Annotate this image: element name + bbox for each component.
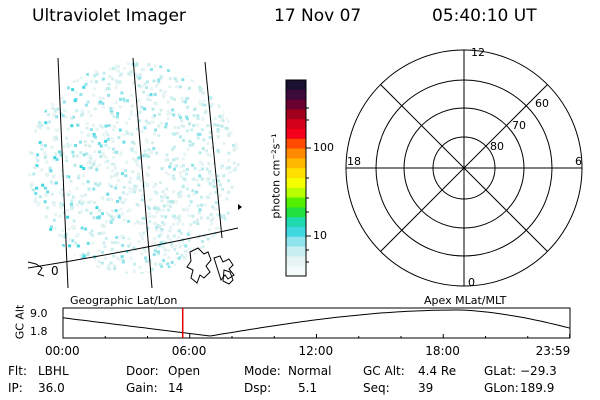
ytick-bottom: 1.8 bbox=[30, 325, 48, 338]
footer-key: Flt: bbox=[8, 364, 27, 378]
colorbar-cell bbox=[286, 168, 306, 179]
footer-value: 189.9 bbox=[520, 381, 555, 395]
mlat-label-70: 70 bbox=[512, 119, 526, 132]
colorbar bbox=[285, 79, 311, 277]
mlt-label-6: 6 bbox=[575, 155, 582, 168]
mlat-label-60: 60 bbox=[535, 97, 549, 110]
ytick-top: 9.0 bbox=[30, 307, 48, 320]
footer-value: 36.0 bbox=[38, 381, 65, 395]
footer-key: Mode: bbox=[244, 364, 281, 378]
footer-key: GLon: bbox=[484, 381, 519, 395]
colorbar-cell bbox=[286, 187, 306, 199]
footer-value: LBHL bbox=[38, 364, 69, 378]
xtick-label: 18:00 bbox=[425, 344, 460, 358]
time-label: 05:40:10 UT bbox=[432, 6, 537, 26]
instrument-title: Ultraviolet Imager bbox=[32, 6, 186, 26]
uv-image-disk bbox=[27, 57, 242, 289]
colorbar-tick-10: 10 bbox=[313, 229, 327, 242]
colorbar-cell bbox=[286, 227, 306, 238]
colorbar-cell bbox=[286, 99, 306, 110]
footer-value: Open bbox=[168, 364, 201, 378]
date-label: 17 Nov 07 bbox=[274, 6, 362, 26]
colorbar-cell bbox=[286, 197, 306, 208]
apex-caption: Apex MLat/MLT bbox=[424, 294, 507, 307]
coastline bbox=[186, 247, 212, 284]
footer-value: 4.4 Re bbox=[418, 364, 457, 378]
colorbar-cell bbox=[286, 129, 306, 140]
altitude-plot bbox=[62, 307, 571, 339]
colorbar-tick-100: 100 bbox=[313, 141, 334, 154]
terminator-marker bbox=[238, 204, 242, 210]
colorbar-cell bbox=[286, 178, 306, 189]
mlt-label-18: 18 bbox=[347, 155, 361, 168]
colorbar-cell bbox=[286, 89, 306, 101]
xtick-label: 00:00 bbox=[45, 344, 80, 358]
gc-alt-axis-label: GC Alt bbox=[13, 304, 27, 340]
mlat-label-80: 80 bbox=[490, 140, 504, 153]
footer-value: 39 bbox=[418, 381, 434, 395]
footer-value: 14 bbox=[168, 381, 184, 395]
footer-key: Gain: bbox=[126, 381, 158, 395]
mlt-label-0: 0 bbox=[468, 276, 475, 289]
colorbar-cell bbox=[286, 236, 306, 248]
colorbar-cell bbox=[286, 109, 306, 120]
footer-key: GC Alt: bbox=[363, 364, 405, 378]
footer-key: IP: bbox=[8, 381, 23, 395]
colorbar-cell bbox=[286, 158, 306, 169]
mlt-label-12: 12 bbox=[471, 46, 485, 59]
colorbar-cell bbox=[286, 266, 306, 277]
xtick-label: 23:59 bbox=[535, 344, 571, 358]
colorbar-cell bbox=[286, 148, 306, 159]
footer-key: Seq: bbox=[363, 381, 390, 395]
footer-key: GLat: bbox=[484, 364, 517, 378]
longitude-label: 0 bbox=[51, 264, 59, 278]
colorbar-cell bbox=[286, 256, 306, 267]
colorbar-cell bbox=[286, 119, 306, 130]
coastline bbox=[213, 255, 235, 282]
footer-value: 5.1 bbox=[298, 381, 318, 395]
footer-key: Door: bbox=[126, 364, 159, 378]
colorbar-cell bbox=[286, 138, 306, 150]
coastline bbox=[222, 269, 234, 285]
latitude-line bbox=[27, 227, 239, 269]
colorbar-cell bbox=[286, 80, 306, 91]
colorbar-cell bbox=[286, 217, 306, 228]
coastline bbox=[27, 261, 45, 277]
meridian-line bbox=[204, 61, 223, 239]
colorbar-cell bbox=[286, 207, 306, 218]
polar-plot bbox=[345, 49, 583, 287]
geographic-caption: Geographic Lat/Lon bbox=[70, 294, 178, 307]
meridian-line bbox=[57, 57, 69, 289]
footer-value: Normal bbox=[288, 364, 332, 378]
uv-image-pixels bbox=[28, 62, 240, 274]
colorbar-cell bbox=[286, 246, 306, 257]
footer-value: −29.3 bbox=[520, 364, 557, 378]
xtick-label: 12:00 bbox=[298, 344, 334, 358]
meridian-line bbox=[132, 57, 153, 289]
colorbar-unit-label: photon cm⁻²s⁻¹ bbox=[269, 133, 283, 219]
footer-key: Dsp: bbox=[244, 381, 272, 395]
xtick-label: 06:00 bbox=[171, 344, 207, 358]
